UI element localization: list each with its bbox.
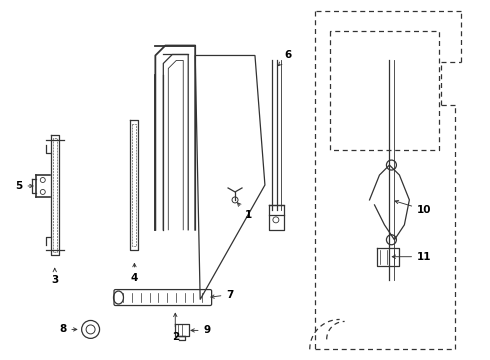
Text: 8: 8 xyxy=(59,324,77,334)
Text: 5: 5 xyxy=(15,181,33,191)
Text: 6: 6 xyxy=(278,50,292,66)
Text: 7: 7 xyxy=(211,289,234,300)
Text: 11: 11 xyxy=(392,252,432,262)
Text: 10: 10 xyxy=(395,201,432,215)
Text: 4: 4 xyxy=(131,264,138,283)
Text: 9: 9 xyxy=(191,325,211,336)
Text: 1: 1 xyxy=(238,203,251,220)
Text: 3: 3 xyxy=(51,269,58,285)
Text: 2: 2 xyxy=(172,313,179,342)
